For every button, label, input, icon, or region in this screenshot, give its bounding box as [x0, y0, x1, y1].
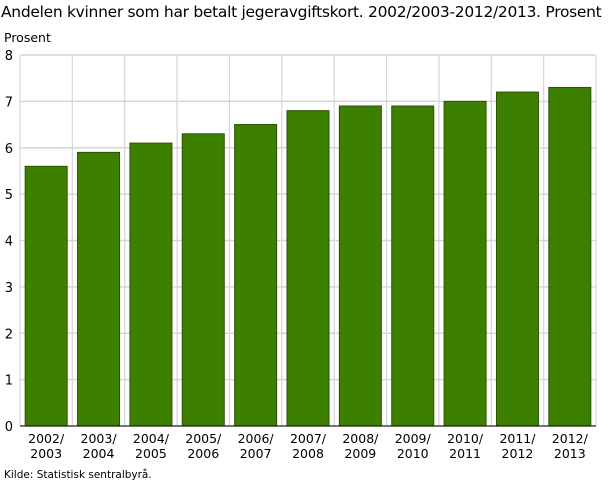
y-tick-label: 3 — [5, 281, 13, 296]
x-tick-label: 2006 — [187, 446, 219, 461]
x-tick-label: 2011/ — [499, 431, 536, 446]
x-tick-label: 2007 — [240, 446, 272, 461]
bar — [495, 91, 539, 427]
y-tick-label: 2 — [5, 327, 13, 342]
bar — [129, 142, 173, 427]
x-tick-label: 2002/ — [28, 431, 65, 446]
bar — [181, 133, 225, 427]
bar — [77, 151, 121, 427]
x-tick-label: 2010/ — [447, 431, 484, 446]
y-tick-label: 5 — [5, 188, 13, 203]
bar — [234, 124, 278, 427]
x-tick-label: 2012 — [502, 446, 534, 461]
x-tick-label: 2010 — [397, 446, 429, 461]
bar — [443, 100, 487, 427]
x-tick-label: 2006/ — [238, 431, 275, 446]
source-note: Kilde: Statistisk sentralbyrå. — [4, 469, 152, 481]
x-tick-label: 2004 — [83, 446, 115, 461]
x-tick-label: 2003 — [30, 446, 62, 461]
x-tick-label: 2009/ — [395, 431, 432, 446]
x-tick-label: 2011 — [449, 446, 481, 461]
x-tick-label: 2013 — [554, 446, 586, 461]
x-tick-label: 2003/ — [81, 431, 118, 446]
bar — [338, 105, 382, 427]
x-tick-label: 2005/ — [185, 431, 222, 446]
bar — [548, 86, 592, 427]
y-tick-label: 7 — [5, 95, 13, 110]
x-tick-label: 2009 — [344, 446, 376, 461]
x-tick-label: 2008/ — [342, 431, 379, 446]
bar — [391, 105, 435, 427]
x-tick-label: 2008 — [292, 446, 324, 461]
x-tick-label: 2007/ — [290, 431, 327, 446]
y-axis-label: Prosent — [4, 30, 51, 45]
y-tick-label: 4 — [5, 235, 13, 250]
x-tick-label: 2005 — [135, 446, 167, 461]
x-tick-label: 2012/ — [552, 431, 589, 446]
chart-title: Andelen kvinner som har betalt jegeravgi… — [1, 3, 602, 21]
y-tick-label: 1 — [5, 374, 13, 389]
y-tick-label: 8 — [5, 49, 13, 64]
bar — [24, 165, 68, 427]
y-tick-label: 6 — [5, 142, 13, 157]
x-tick-label: 2004/ — [133, 431, 170, 446]
bar — [286, 110, 330, 427]
y-tick-label: 0 — [5, 420, 13, 435]
